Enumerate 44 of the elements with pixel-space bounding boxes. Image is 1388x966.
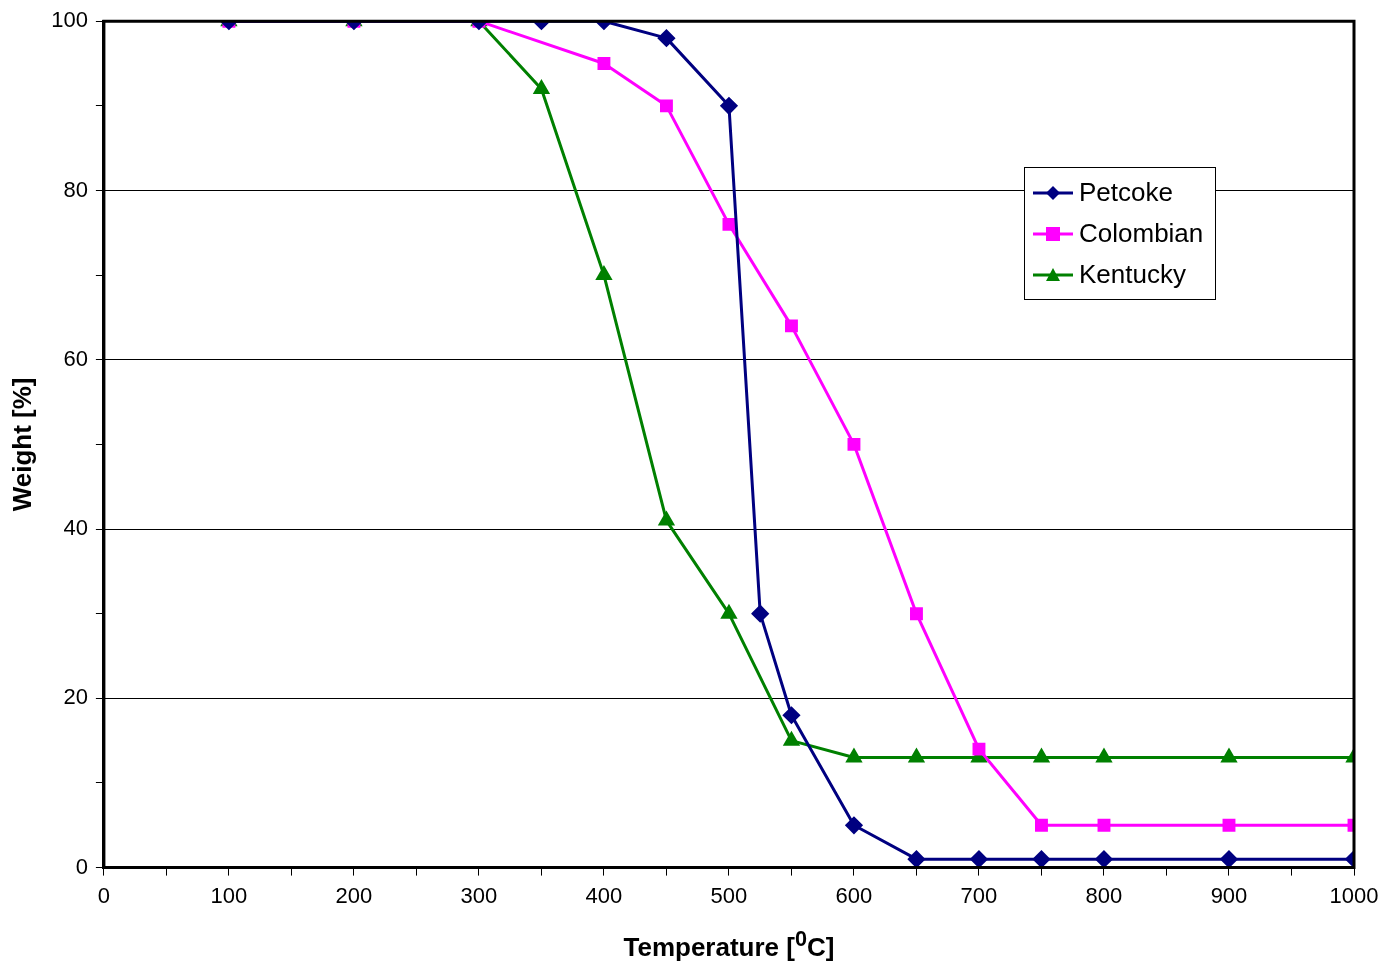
point (1095, 850, 1113, 868)
point (847, 437, 861, 451)
point (907, 850, 925, 868)
point (845, 816, 863, 834)
point (846, 749, 862, 763)
point (1221, 749, 1237, 763)
point (908, 749, 925, 763)
point (970, 850, 988, 868)
x-tick-label: 1000 (1329, 882, 1379, 908)
point (783, 732, 800, 746)
point (1035, 818, 1048, 832)
legend-label: Kentucky (1079, 259, 1186, 291)
point (1032, 850, 1050, 868)
x-tick-label: 200 (335, 882, 373, 908)
point (1033, 749, 1050, 763)
x-tick-label: 100 (210, 882, 248, 908)
point (972, 742, 986, 756)
x-tick-label: 600 (835, 882, 873, 908)
point (1220, 850, 1238, 868)
x-tick-label: 900 (1210, 882, 1248, 908)
point (1096, 749, 1112, 763)
point (785, 319, 798, 333)
point (721, 605, 737, 619)
x-tick-label: 700 (960, 882, 998, 908)
x-tick-label: 400 (585, 882, 623, 908)
y-tick-label: 40 (63, 515, 88, 541)
point (910, 607, 923, 621)
x-tick-label: 0 (97, 882, 111, 908)
y-tick-label: 80 (63, 176, 88, 202)
legend-label: Colombian (1079, 218, 1204, 250)
point (751, 605, 769, 623)
point (782, 706, 800, 724)
x-axis-title: Temperature [$^{0}$C] (622, 926, 836, 963)
x-tick-label: 800 (1085, 882, 1123, 908)
point (1097, 818, 1111, 832)
point (1222, 818, 1236, 832)
y-tick-label: 0 (75, 853, 88, 879)
legend-label: Petcoke (1079, 177, 1173, 209)
y-axis-title: Weight [%] (6, 377, 37, 512)
x-tick-label: 300 (460, 882, 498, 908)
x-tick-label: 500 (710, 882, 748, 908)
y-tick-label: 100 (51, 7, 88, 33)
y-tick-label: 20 (63, 684, 88, 710)
y-tick-label: 60 (63, 345, 88, 371)
